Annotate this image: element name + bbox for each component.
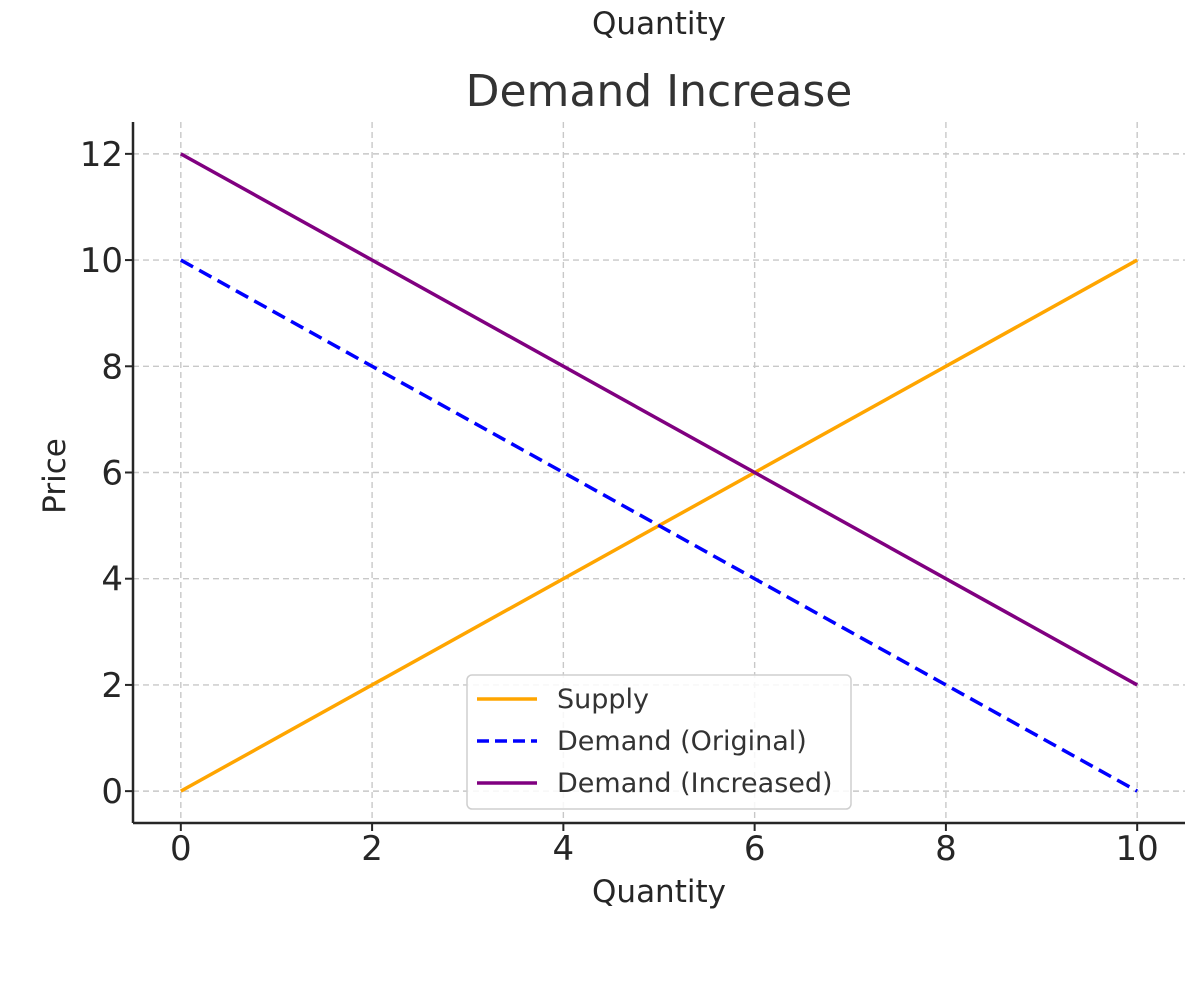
y-tick-label: 12 — [80, 135, 123, 175]
y-tick-label: 2 — [101, 666, 123, 706]
x-axis-ticks: 0 2 4 6 8 10 — [170, 823, 1159, 869]
legend: Supply Demand (Original) Demand (Increased… — [466, 674, 852, 810]
y-tick-label: 4 — [101, 560, 123, 600]
chart-top-label: Quantity — [592, 6, 726, 42]
x-tick-label: 0 — [170, 829, 192, 869]
legend-box — [466, 674, 852, 810]
legend-label: Demand (Increased) — [557, 768, 833, 799]
x-axis-label: Quantity — [592, 874, 726, 910]
x-tick-label: 6 — [744, 829, 766, 869]
x-tick-label: 10 — [1116, 829, 1159, 869]
y-tick-label: 8 — [101, 347, 123, 387]
y-tick-label: 10 — [80, 241, 123, 281]
series-line-3 — [179, 152, 1139, 687]
series-layer — [179, 152, 1139, 793]
y-axis-ticks: 0 2 4 6 8 10 12 — [80, 135, 133, 812]
chart-title: Demand Increase — [466, 66, 853, 117]
x-tick-label: 4 — [553, 829, 575, 869]
legend-label: Supply — [557, 684, 649, 715]
y-axis-label: Price — [37, 438, 73, 514]
x-tick-label: 8 — [935, 829, 957, 869]
series-line-2 — [179, 258, 1139, 793]
x-tick-label: 2 — [361, 829, 383, 869]
y-tick-label: 0 — [101, 772, 123, 812]
legend-label: Demand (Original) — [557, 726, 807, 757]
y-tick-label: 6 — [101, 454, 123, 494]
